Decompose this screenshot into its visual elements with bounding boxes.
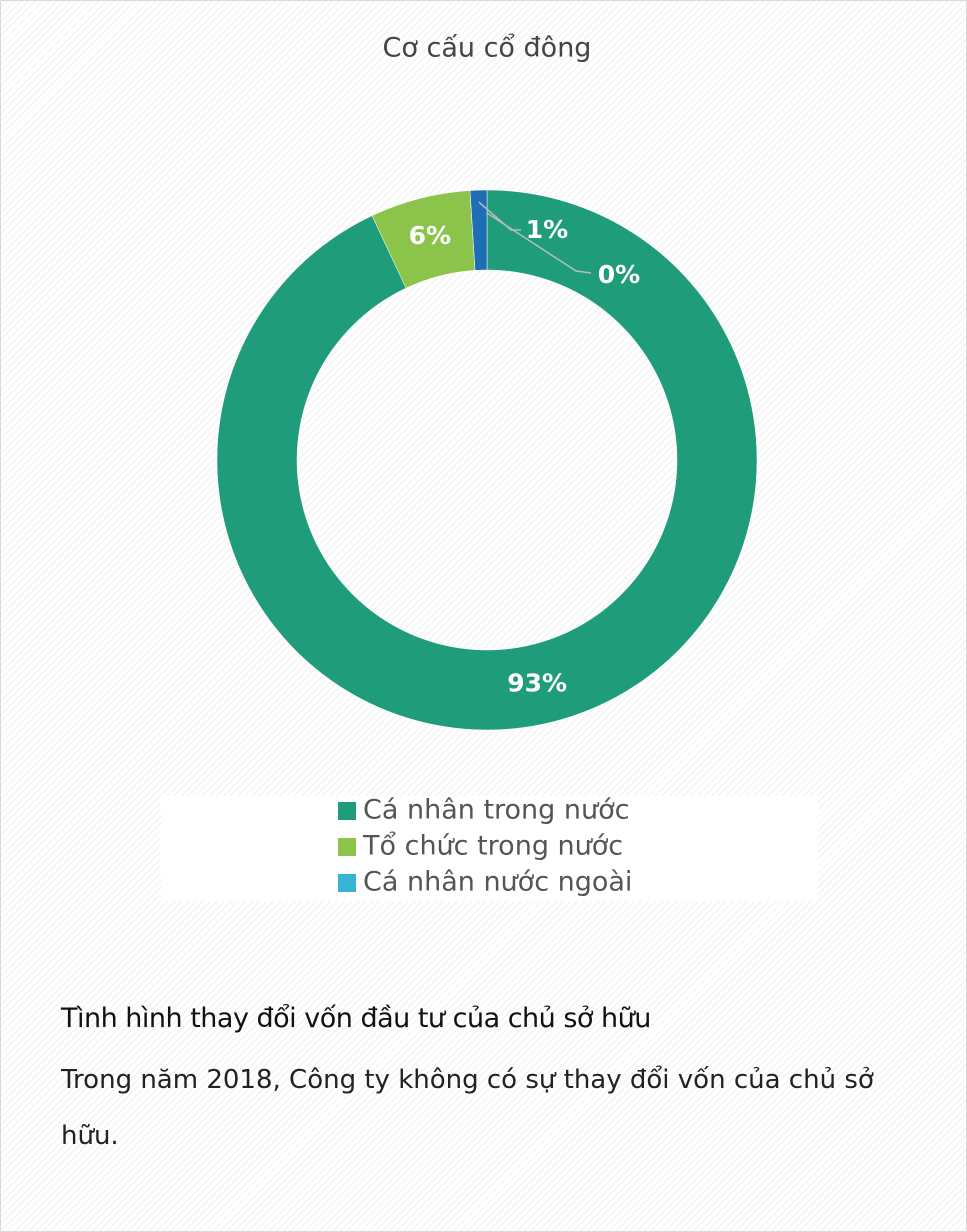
leader-line	[478, 201, 521, 231]
donut-slice	[469, 189, 488, 271]
text-section: Tình hình thay đổi vốn đầu tư của chủ sở…	[61, 1003, 921, 1164]
data-label: 1%	[526, 215, 568, 244]
data-label: 93%	[507, 668, 567, 697]
chart-title: Cơ cấu cổ đông	[383, 33, 592, 64]
chart: Cơ cấu cổ đông 93% 6% 0% 1% Cá nhân trong nư…	[161, 33, 818, 901]
paragraph: Trong năm 2018, Công ty không có sự thay…	[61, 1065, 874, 1151]
heading: Tình hình thay đổi vốn đầu tư của chủ sở…	[61, 1003, 651, 1034]
data-label: 6%	[409, 221, 451, 250]
legend-label: Cá nhân nước ngoài	[363, 867, 632, 898]
legend-swatch	[338, 874, 356, 892]
data-label: 0%	[598, 260, 640, 289]
legend-swatch	[338, 838, 356, 856]
legend-label: Tổ chức trong nước	[362, 831, 623, 862]
legend-swatch	[338, 802, 356, 820]
legend-box	[161, 796, 818, 901]
legend-label: Cá nhân trong nước	[363, 795, 629, 826]
donut-slice	[216, 189, 758, 731]
